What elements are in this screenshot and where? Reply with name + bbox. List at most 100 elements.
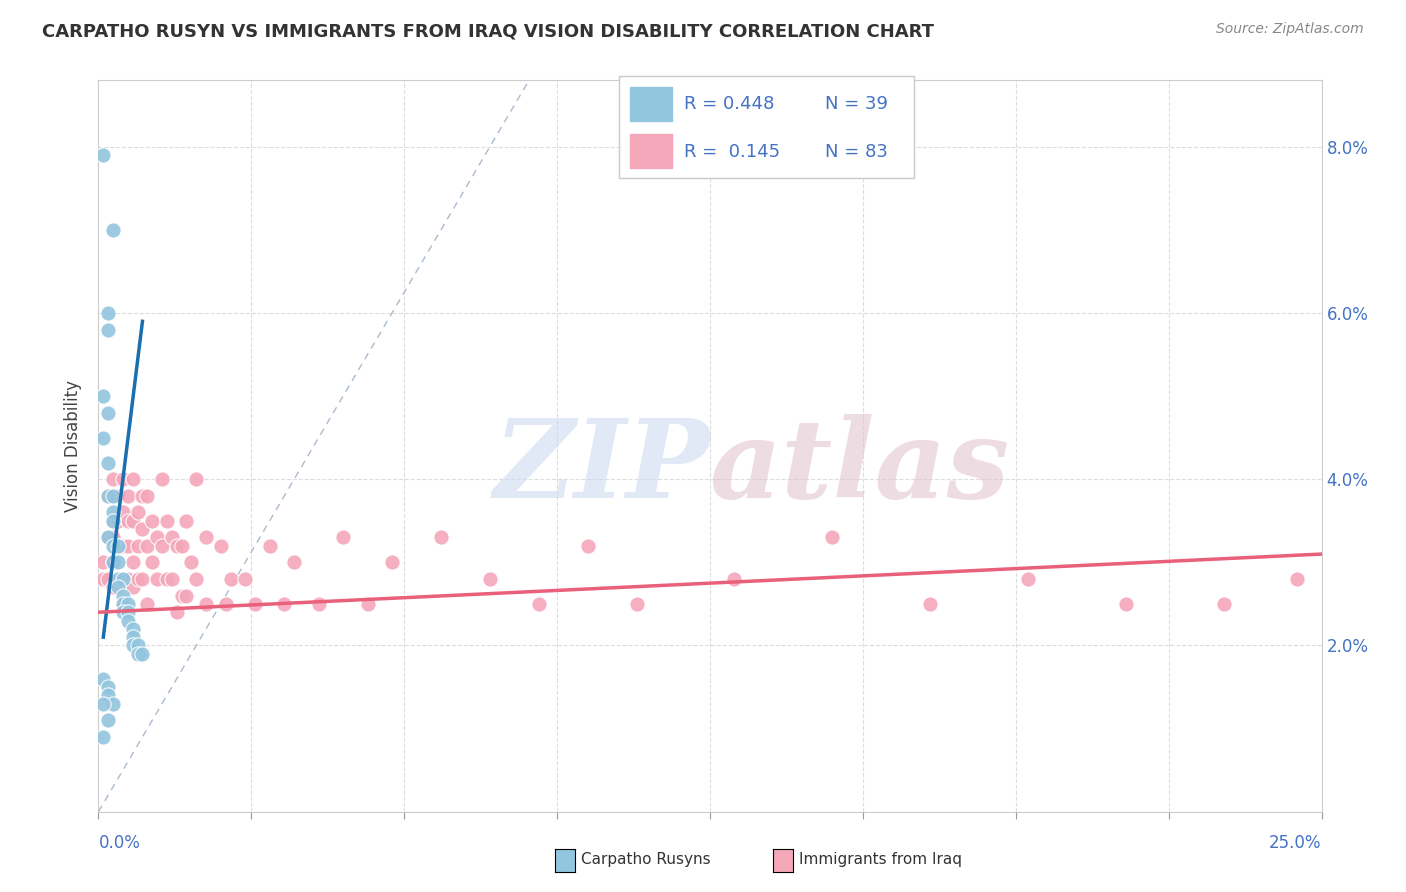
Text: R =  0.145: R = 0.145 — [683, 143, 780, 161]
Point — [121, 639, 143, 653]
Point — [117, 605, 139, 619]
Point — [283, 555, 305, 569]
Point — [107, 539, 129, 553]
Point — [117, 597, 139, 611]
Point — [136, 597, 159, 611]
Point — [150, 539, 173, 553]
Point — [243, 597, 266, 611]
Point — [111, 605, 134, 619]
Point — [111, 539, 134, 553]
Point — [97, 323, 120, 337]
Point — [166, 539, 188, 553]
Point — [101, 514, 124, 528]
Text: R = 0.448: R = 0.448 — [683, 95, 773, 112]
Point — [195, 530, 218, 544]
Point — [219, 572, 242, 586]
Point — [723, 572, 745, 586]
Point — [127, 506, 149, 520]
Point — [117, 489, 139, 503]
Point — [97, 530, 120, 544]
Point — [91, 730, 114, 744]
Point — [121, 630, 143, 644]
Point — [131, 489, 153, 503]
Point — [91, 697, 114, 711]
Point — [136, 489, 159, 503]
Point — [527, 597, 550, 611]
Point — [332, 530, 354, 544]
Y-axis label: Vision Disability: Vision Disability — [65, 380, 83, 512]
Point — [381, 555, 404, 569]
Point — [131, 572, 153, 586]
Point — [273, 597, 295, 611]
Point — [111, 506, 134, 520]
Point — [97, 689, 120, 703]
Point — [170, 539, 193, 553]
Point — [117, 572, 139, 586]
Point — [91, 148, 114, 162]
Point — [91, 672, 114, 686]
Point — [170, 589, 193, 603]
Point — [127, 572, 149, 586]
Text: 25.0%: 25.0% — [1270, 834, 1322, 852]
Point — [97, 489, 120, 503]
Point — [186, 572, 208, 586]
Point — [97, 572, 120, 586]
Point — [160, 530, 183, 544]
Point — [308, 597, 330, 611]
Point — [576, 539, 599, 553]
Point — [107, 572, 129, 586]
Point — [259, 539, 281, 553]
Point — [141, 555, 163, 569]
Text: N = 39: N = 39 — [825, 95, 889, 112]
Text: CARPATHO RUSYN VS IMMIGRANTS FROM IRAQ VISION DISABILITY CORRELATION CHART: CARPATHO RUSYN VS IMMIGRANTS FROM IRAQ V… — [42, 22, 934, 40]
Point — [97, 680, 120, 694]
Point — [150, 472, 173, 486]
Point — [233, 572, 256, 586]
Point — [117, 614, 139, 628]
Point — [107, 514, 129, 528]
Point — [97, 306, 120, 320]
Point — [821, 530, 844, 544]
Point — [101, 555, 124, 569]
Point — [101, 506, 124, 520]
Point — [111, 572, 134, 586]
Point — [176, 514, 198, 528]
Point — [101, 472, 124, 486]
Point — [107, 539, 129, 553]
Text: ZIP: ZIP — [494, 414, 710, 522]
Point — [111, 597, 134, 611]
Point — [131, 522, 153, 536]
Point — [356, 597, 378, 611]
Point — [214, 597, 236, 611]
Point — [121, 555, 143, 569]
Point — [127, 539, 149, 553]
Point — [101, 223, 124, 237]
Point — [1115, 597, 1137, 611]
Point — [91, 389, 114, 403]
Point — [101, 530, 124, 544]
Point — [91, 555, 114, 569]
Point — [141, 514, 163, 528]
Text: Source: ZipAtlas.com: Source: ZipAtlas.com — [1216, 22, 1364, 37]
Point — [166, 605, 188, 619]
Point — [430, 530, 453, 544]
Point — [111, 472, 134, 486]
Point — [121, 580, 143, 594]
Point — [146, 530, 169, 544]
Point — [97, 489, 120, 503]
Point — [101, 580, 124, 594]
Point — [107, 580, 129, 594]
Point — [111, 597, 134, 611]
Point — [920, 597, 942, 611]
Point — [91, 431, 114, 445]
Point — [101, 539, 124, 553]
Point — [91, 572, 114, 586]
Point — [101, 555, 124, 569]
Point — [101, 697, 124, 711]
Point — [117, 539, 139, 553]
Point — [101, 489, 124, 503]
Point — [127, 647, 149, 661]
Point — [97, 406, 120, 420]
Point — [121, 472, 143, 486]
Point — [1017, 572, 1039, 586]
